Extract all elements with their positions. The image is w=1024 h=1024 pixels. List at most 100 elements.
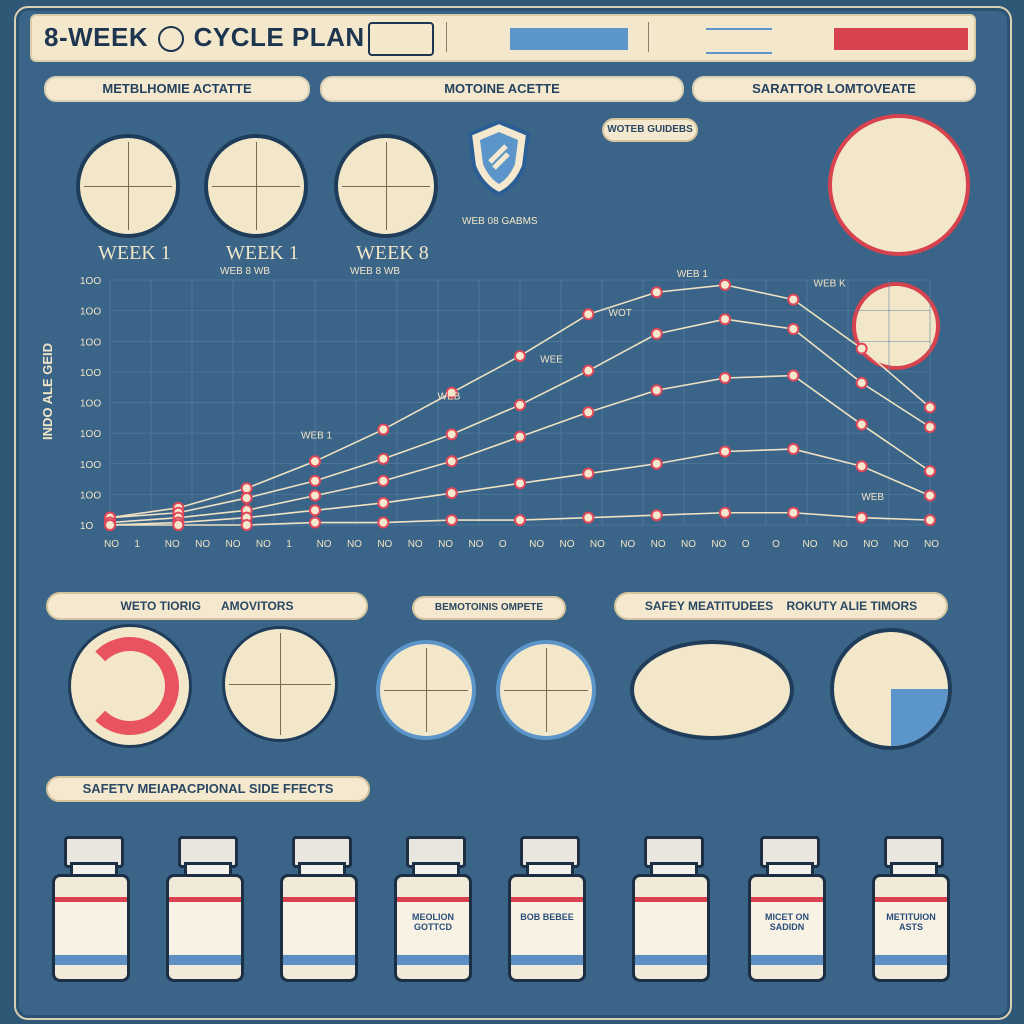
vial-bottle-2 xyxy=(166,836,244,986)
vial-bottle-3 xyxy=(280,836,358,986)
x-tick-label: 1 xyxy=(286,539,292,550)
shield-caption: WEB 08 GABMS xyxy=(462,216,538,227)
data-point xyxy=(514,430,526,443)
x-tick-label: O xyxy=(772,539,780,550)
data-point xyxy=(514,514,526,527)
x-tick-label: NO xyxy=(620,539,635,550)
header-segment-2[interactable] xyxy=(446,22,499,52)
x-tick-label: NO xyxy=(711,539,726,550)
header-segment-1[interactable] xyxy=(368,22,434,56)
week-dial-2 xyxy=(204,134,308,238)
y-tick-label: 1OO xyxy=(80,368,101,379)
point-label: WEB 1 xyxy=(301,431,333,442)
x-tick-label: NO xyxy=(590,539,605,550)
data-point xyxy=(104,519,116,531)
point-label: WOT xyxy=(609,308,632,319)
week-label-1: WEEK 1 xyxy=(98,242,171,264)
data-point xyxy=(445,455,458,468)
header-segment-5[interactable] xyxy=(706,28,772,54)
point-label: WEB xyxy=(438,391,461,402)
monitoring-pill: BEMOTOINIS OMPETE xyxy=(412,596,566,620)
data-point xyxy=(582,308,595,321)
data-point xyxy=(445,386,458,399)
x-tick-label: O xyxy=(499,539,507,550)
vial-label-text: MEOLION GOTTCD xyxy=(412,912,454,932)
data-point xyxy=(855,460,868,473)
vial-bottle-1 xyxy=(52,836,130,986)
vial-bottle-4: MEOLION GOTTCD xyxy=(394,836,472,986)
tab-metabolic[interactable]: METBLHOMIE ACTATTE xyxy=(44,76,310,102)
point-label: WEB K xyxy=(814,279,847,290)
tab-saratior[interactable]: SARATTOR LOMTOVEATE xyxy=(692,76,976,102)
header-bar xyxy=(30,14,976,62)
gauge-dial-1 xyxy=(68,624,192,748)
point-label: WEB 1 xyxy=(677,270,709,280)
data-point xyxy=(582,511,595,524)
data-point xyxy=(445,514,458,527)
data-point xyxy=(240,519,253,531)
data-point xyxy=(377,496,390,509)
data-point xyxy=(240,492,253,505)
data-point xyxy=(650,509,663,522)
data-point xyxy=(240,482,253,495)
oval-gauge xyxy=(630,640,794,740)
data-point xyxy=(855,511,868,524)
data-point xyxy=(787,443,800,456)
data-point xyxy=(377,516,390,529)
data-point xyxy=(650,384,663,397)
data-point xyxy=(445,428,458,441)
data-point xyxy=(924,489,936,502)
x-tick-label: NO xyxy=(165,539,180,550)
x-tick-label: NO xyxy=(438,539,453,550)
data-point xyxy=(377,423,390,436)
data-point xyxy=(377,474,390,487)
monitor-dial-2 xyxy=(496,640,596,740)
y-tick-label: 1OO xyxy=(80,307,101,318)
vial-bottle-8: METITUION ASTS xyxy=(872,836,950,986)
x-tick-label: NO xyxy=(104,539,119,550)
header-segment-4[interactable] xyxy=(648,22,693,52)
data-point xyxy=(650,286,663,299)
chart-y-axis-label: INDO ALE GEID xyxy=(40,342,55,440)
shield-icon xyxy=(467,119,531,197)
data-point xyxy=(924,401,936,414)
week-dial-3 xyxy=(334,134,438,238)
cycle-line-chart: 1O 1OO 1OO 1OO 1OO 1OO 1OO 1OO 1OO NO 1 NO NO NO NO 1 NO… xyxy=(80,270,939,550)
safety-measures-pill: SAFEY MEATITUDEES ROKUTY ALIE TIMORS xyxy=(614,592,948,620)
data-point xyxy=(582,364,595,377)
x-tick-label: NO xyxy=(681,539,696,550)
data-point xyxy=(309,455,321,468)
point-label: WEE xyxy=(540,355,563,366)
x-tick-label: NO xyxy=(317,539,332,550)
week-sub-3: WEB 8 WB xyxy=(350,266,401,277)
x-tick-label: NO xyxy=(408,539,423,550)
data-point xyxy=(924,514,936,527)
pie-gauge xyxy=(830,628,952,750)
y-tick-label: 1OO xyxy=(80,276,101,287)
x-tick-label: NO xyxy=(560,539,575,550)
data-point xyxy=(855,342,868,355)
vial-label-text: BOB BEBEE xyxy=(520,912,574,922)
x-tick-label: NO xyxy=(468,539,483,550)
gauge-dial-2 xyxy=(222,626,338,742)
vial-bottle-5: BOB BEBEE xyxy=(508,836,586,986)
data-point xyxy=(309,504,321,517)
weight-monitoring-pill: WETO TIORIG AMOVITORS xyxy=(46,592,368,620)
tab-motoine[interactable]: MOTOINE ACETTE xyxy=(320,76,684,102)
target-dial-small xyxy=(852,282,940,370)
header-segment-6[interactable] xyxy=(834,28,968,50)
data-point xyxy=(514,398,526,411)
data-point xyxy=(787,323,800,335)
header-segment-3[interactable] xyxy=(510,28,628,50)
vial-bottle-7: MICET ON SADIDN xyxy=(748,836,826,986)
data-point xyxy=(650,457,663,470)
x-tick-label: O xyxy=(742,539,750,550)
week-dial-1 xyxy=(76,134,180,238)
data-point xyxy=(924,421,936,433)
legend-pill[interactable]: WOTEB GUIDEBS xyxy=(602,118,698,142)
monitor-dial-1 xyxy=(376,640,476,740)
data-point xyxy=(855,376,868,389)
data-point xyxy=(582,406,595,419)
data-point xyxy=(719,278,731,291)
y-tick-label: 1OO xyxy=(80,460,101,471)
